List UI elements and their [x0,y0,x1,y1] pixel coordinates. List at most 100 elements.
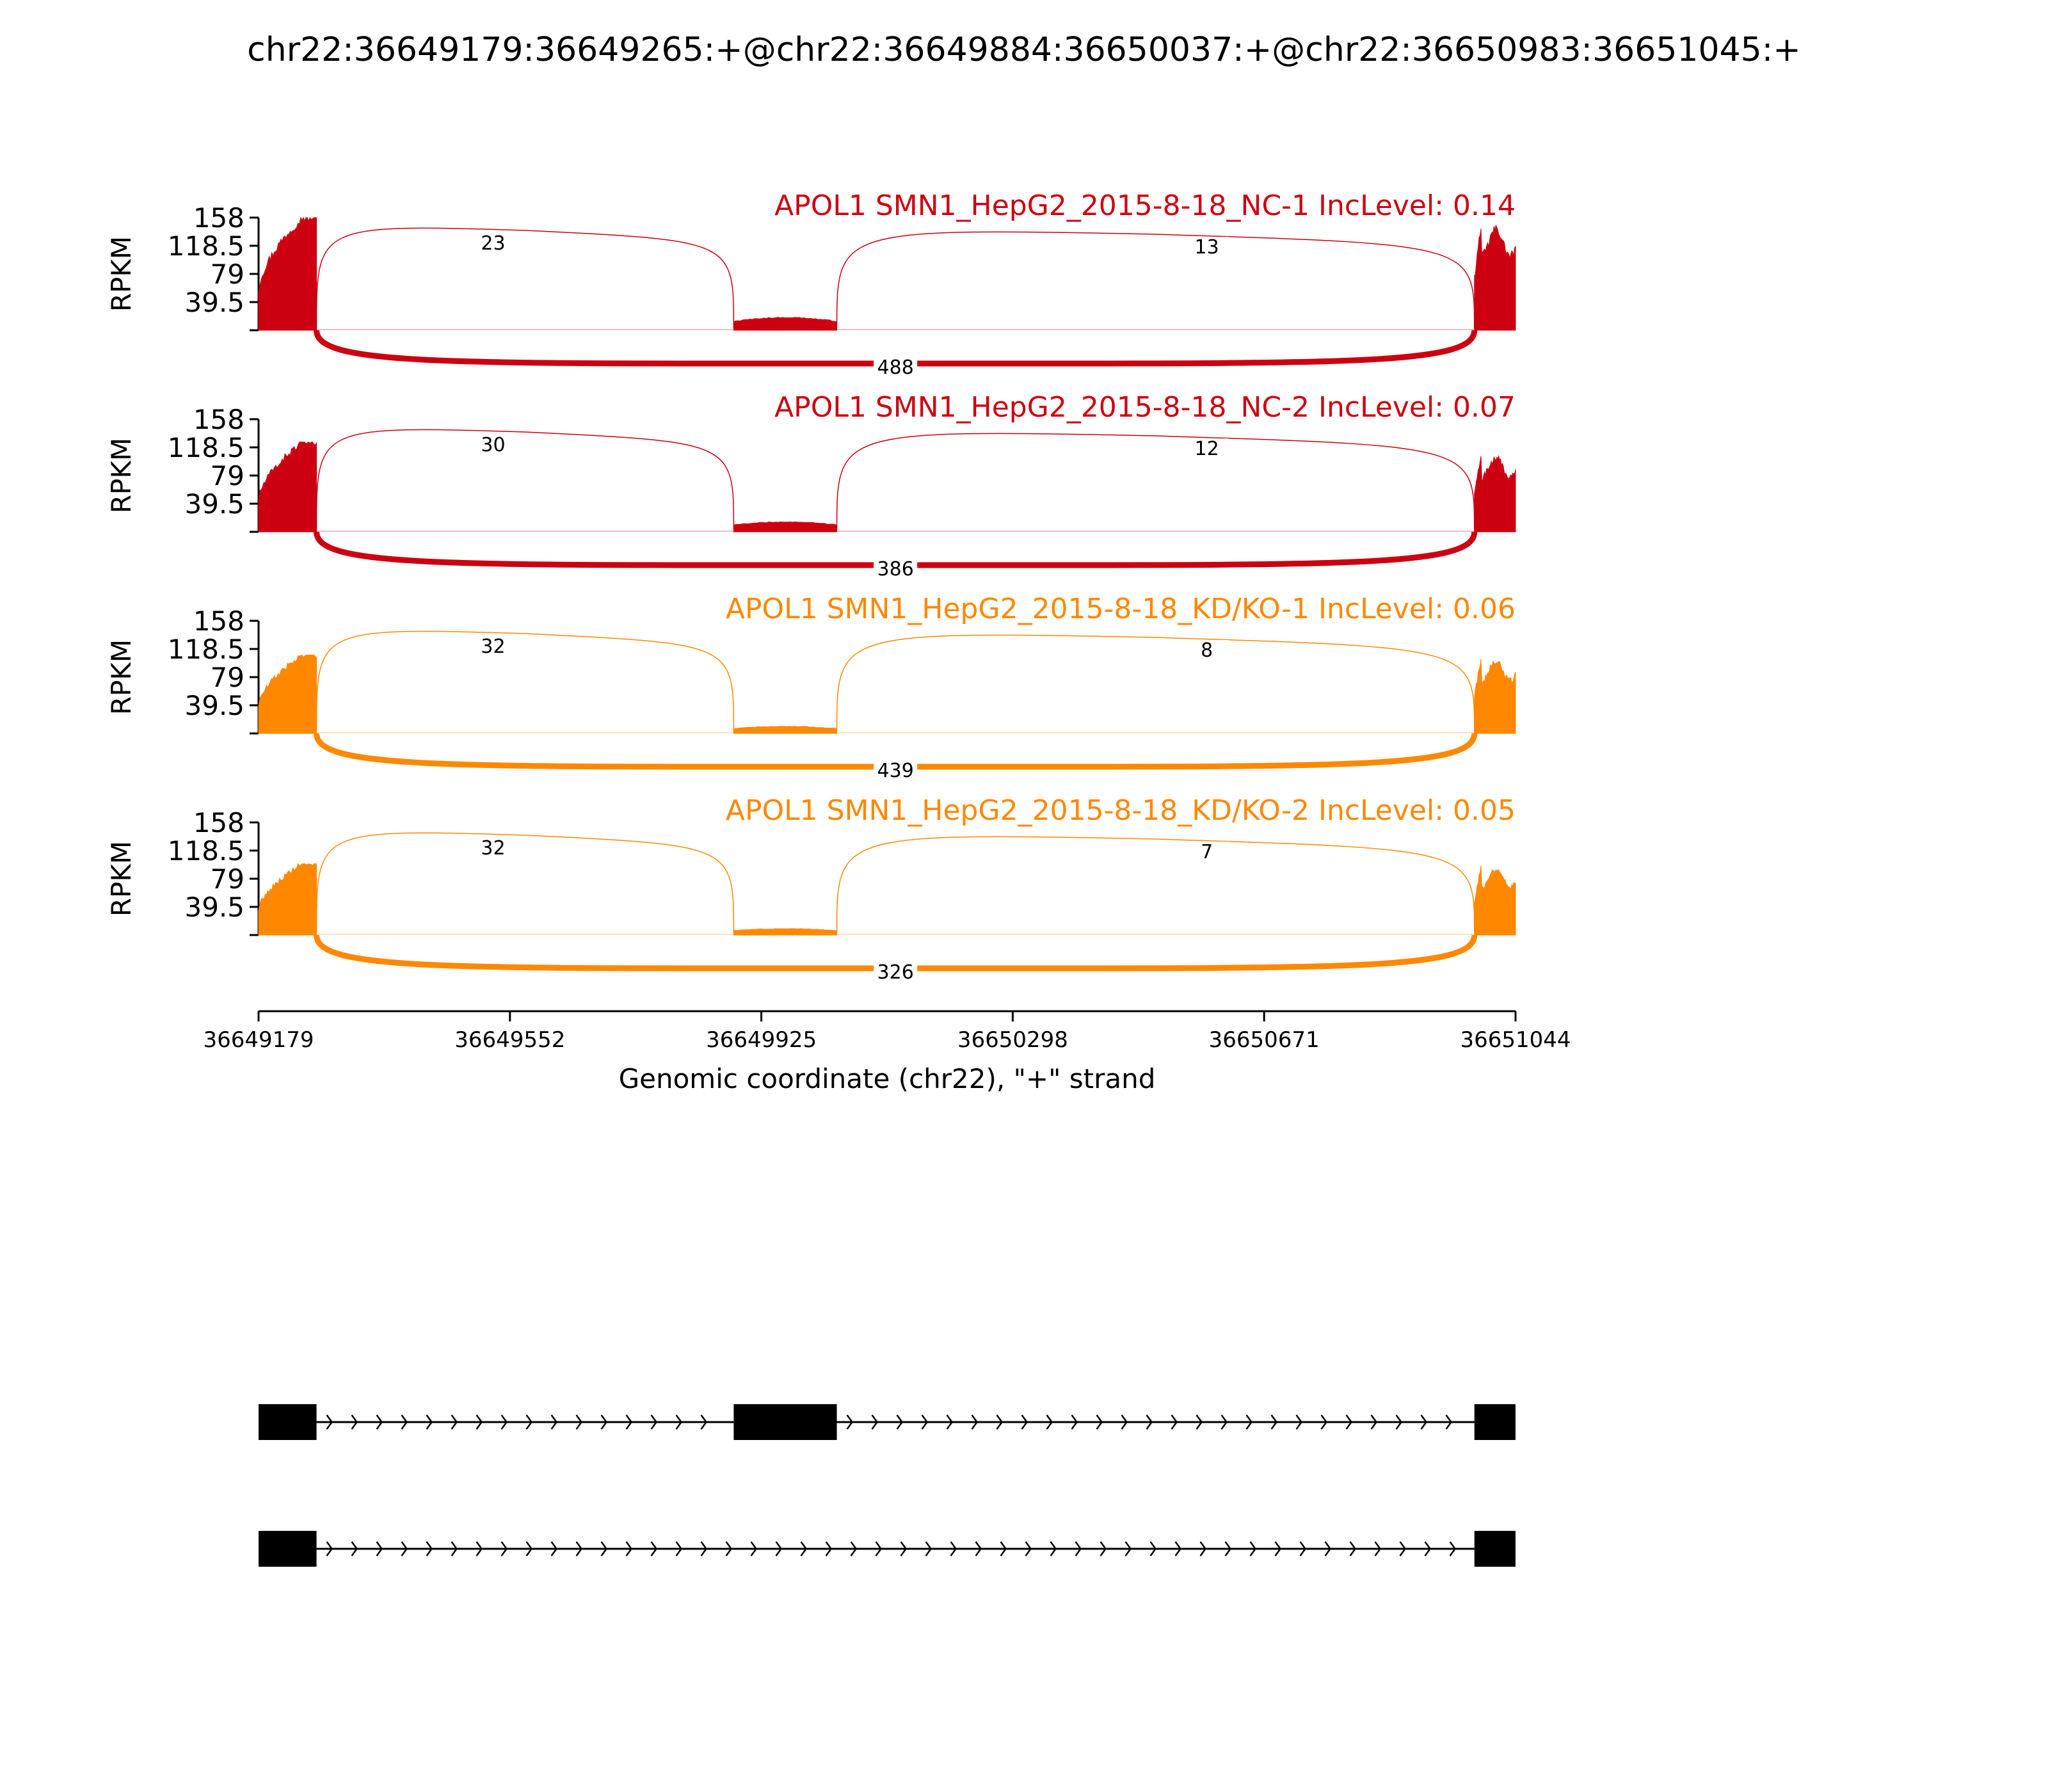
panel-title: APOL1 SMN1_HepG2_2015-8-18_KD/KO-1 IncLe… [726,593,1516,625]
strand-arrow [1046,1414,1053,1430]
strand-arrow [451,1541,458,1556]
strand-arrow [1149,1541,1157,1556]
strand-arrow [1146,1414,1153,1430]
junction-count-label: 7 [1201,841,1213,863]
isoform-track [259,1404,1516,1567]
junction-arc [836,231,1475,328]
coverage-area-exon-2 [733,317,838,331]
strand-arrow [996,1414,1004,1430]
strand-arrow [1096,1414,1103,1430]
x-tick-label: 36651044 [1460,1027,1571,1053]
strand-arrow [1395,1414,1403,1430]
strand-arrow [1349,1541,1357,1556]
junction-count-label: 439 [877,760,914,782]
strand-arrow [1374,1541,1382,1556]
strand-arrow [1370,1414,1378,1430]
coverage-area-exon-1 [258,654,317,734]
strand-arrow [800,1541,808,1556]
strand-arrow [575,1414,583,1430]
coverage-area-exon-1 [258,216,317,331]
y-tick-label: 39.5 [184,488,244,520]
strand-arrow [401,1414,408,1430]
strand-arrow [1245,1414,1253,1430]
strand-arrow [1270,1414,1278,1430]
strand-arrow [1449,1541,1457,1556]
y-axis-title: RPKM [106,236,137,312]
strand-arrow [525,1541,533,1556]
y-tick-label: 39.5 [184,287,244,318]
strand-arrow [1399,1541,1407,1556]
junction-label-background [874,357,918,378]
coverage-area-exon-3 [1474,454,1516,532]
strand-arrow [650,1541,658,1556]
y-tick-label: 118.5 [168,634,244,665]
junction-label-background [471,435,515,455]
junction-count-label: 8 [1201,639,1213,662]
strand-arrow [451,1414,458,1430]
strand-arrow [1274,1541,1282,1556]
strand-arrow [500,1414,508,1430]
strand-arrow [401,1541,408,1556]
coverage-area-exon-2 [733,521,838,532]
strand-arrow [1345,1414,1353,1430]
strand-arrow [950,1541,957,1556]
exon-block [1474,1404,1516,1440]
junction-count-label: 326 [877,961,914,984]
y-tick-label: 118.5 [168,432,244,463]
strand-arrow [1299,1541,1307,1556]
strand-arrow [351,1541,358,1556]
strand-arrow [1100,1541,1107,1556]
isoform-1 [259,1404,1516,1440]
strand-arrow [550,1414,558,1430]
exon-block [733,1404,837,1440]
coverage-area-exon-2 [733,726,838,734]
y-axis-title: RPKM [106,639,137,715]
strand-arrow [1249,1541,1257,1556]
strand-arrow [946,1414,954,1430]
strand-arrow [426,1414,433,1430]
exon-block [1474,1531,1516,1567]
junction-label-background [471,636,515,657]
strand-arrow [1121,1414,1128,1430]
strand-arrow [600,1541,608,1556]
strand-arrow [1025,1541,1032,1556]
strand-arrow [1420,1414,1428,1430]
strand-arrow [625,1414,633,1430]
strand-arrow [1021,1414,1028,1430]
exon-block [259,1404,317,1440]
junction-count-label: 32 [481,837,505,860]
y-tick-label: 39.5 [184,690,244,721]
strand-arrow [426,1541,433,1556]
junction-label-background [471,838,515,858]
strand-arrow [326,1414,333,1430]
junction-arc [316,227,735,328]
strand-arrow [1050,1541,1057,1556]
strand-arrow [476,1541,483,1556]
junction-arc [316,429,735,530]
isoform-2 [259,1531,1516,1567]
strand-arrow [896,1414,904,1430]
strand-arrow [525,1414,533,1430]
junction-label-background [1185,640,1229,660]
figure-title: chr22:36649179:36649265:+@chr22:36649884… [247,31,1801,69]
x-tick-label: 36649552 [454,1027,565,1053]
y-tick-label: 158 [193,807,244,838]
strand-arrow [1320,1414,1328,1430]
strand-arrow [575,1541,583,1556]
strand-arrow [1445,1414,1453,1430]
strand-arrow [850,1541,858,1556]
junction-label-background [1185,237,1229,257]
junction-label-background [874,760,918,781]
y-tick-label: 79 [211,863,244,895]
panel-title: APOL1 SMN1_HepG2_2015-8-18_KD/KO-2 IncLe… [726,794,1516,827]
strand-arrow [1075,1541,1082,1556]
junction-arc [316,630,735,732]
junction-arc [836,433,1475,530]
y-axis-title: RPKM [106,841,137,916]
y-tick-label: 118.5 [168,230,244,262]
coverage-area-exon-3 [1474,224,1516,331]
panel-title: APOL1 SMN1_HepG2_2015-8-18_NC-2 IncLevel… [774,391,1516,424]
